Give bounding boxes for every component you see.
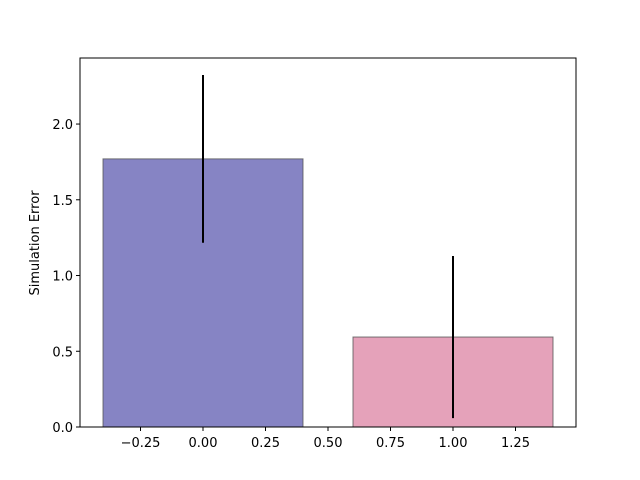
y-tick-label: 1.0 bbox=[52, 270, 73, 285]
x-tick-label: 1.25 bbox=[501, 436, 530, 451]
x-tick-label: 0.75 bbox=[376, 436, 405, 451]
y-tick-label: 0.0 bbox=[52, 421, 73, 436]
y-tick-label: 2.0 bbox=[52, 118, 73, 133]
y-axis-label: Simulation Error bbox=[28, 190, 43, 296]
x-tick-label: −0.25 bbox=[121, 436, 161, 451]
x-tick-label: 0.00 bbox=[189, 436, 218, 451]
x-tick-label: 1.00 bbox=[439, 436, 468, 451]
y-tick-label: 1.5 bbox=[52, 194, 73, 209]
y-tick-label: 0.5 bbox=[52, 345, 73, 360]
x-tick-label: 0.25 bbox=[251, 436, 280, 451]
x-tick-label: 0.50 bbox=[314, 436, 343, 451]
